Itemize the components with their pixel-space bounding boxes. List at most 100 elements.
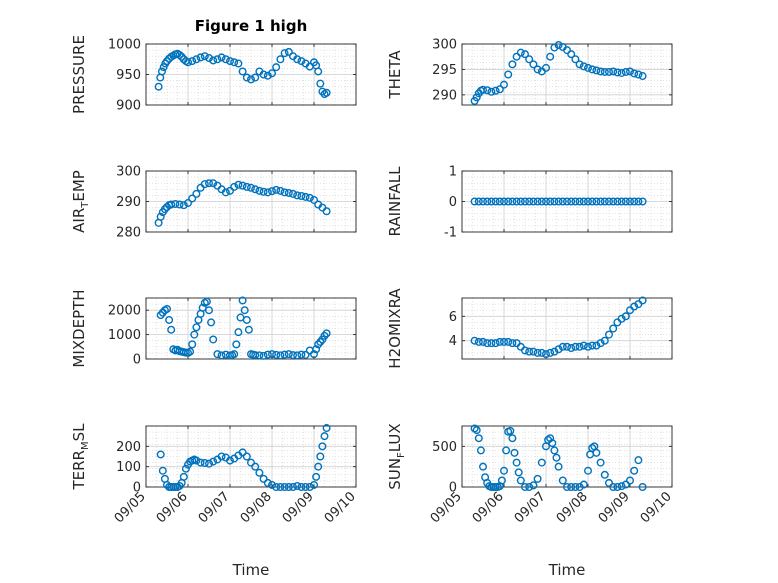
data-point: [217, 351, 226, 360]
data-point: [183, 58, 192, 67]
data-point: [181, 464, 190, 473]
data-point: [186, 347, 195, 356]
data-point: [579, 197, 588, 206]
y-tick-label: 280: [116, 226, 141, 241]
data-point: [563, 342, 572, 351]
data-point: [554, 462, 563, 471]
data-point: [171, 199, 180, 208]
y-tick-label: -1: [444, 226, 457, 241]
data-point: [521, 197, 530, 206]
data-point: [506, 426, 515, 435]
data-point: [516, 197, 525, 206]
data-point: [584, 63, 593, 72]
y-tick-label: 295: [432, 63, 457, 78]
data-point: [293, 55, 302, 64]
data-point: [634, 197, 643, 206]
data-point: [209, 335, 218, 344]
data-point: [305, 193, 314, 202]
data-point: [529, 347, 538, 356]
data-point: [246, 183, 255, 192]
data-point: [533, 348, 542, 357]
data-point: [600, 470, 609, 479]
data-point: [542, 63, 551, 72]
x-tick-label: 09/06: [154, 489, 191, 526]
data-point: [533, 197, 542, 206]
data-point: [268, 187, 277, 196]
data-point: [280, 483, 289, 492]
data-point: [213, 350, 222, 359]
data-point: [567, 344, 576, 353]
data-point: [500, 466, 509, 475]
x-tick-label: 09/10: [638, 489, 675, 526]
y-tick-label: 1000: [108, 328, 141, 343]
data-point: [558, 197, 567, 206]
data-point: [542, 197, 551, 206]
data-point: [512, 52, 521, 61]
data-point: [202, 297, 211, 306]
data-point: [165, 315, 174, 324]
data-point: [225, 456, 234, 465]
data-point: [263, 350, 272, 359]
data-point: [320, 432, 329, 441]
data-point: [167, 325, 176, 334]
data-point: [600, 336, 609, 345]
x-tick-label: 09/08: [554, 489, 591, 526]
data-point: [289, 351, 298, 360]
data-point: [242, 182, 251, 191]
grid: [145, 297, 357, 360]
series-markers: [156, 296, 331, 360]
axes-box: [145, 297, 357, 360]
data-point: [472, 426, 481, 435]
data-point: [626, 476, 635, 485]
subplot-h2omixra: 4 6 H2OMIXRA: [386, 288, 673, 369]
x-tick-label: 09/05: [112, 489, 149, 526]
data-point: [268, 480, 277, 489]
data-point: [483, 86, 492, 95]
y-axis-label: H2OMIXRA: [386, 288, 404, 369]
data-point: [240, 306, 249, 315]
data-point: [297, 57, 306, 66]
data-point: [188, 194, 197, 203]
data-point: [634, 456, 643, 465]
data-point: [242, 315, 251, 324]
data-point: [521, 483, 530, 492]
data-point: [476, 446, 485, 455]
data-point: [272, 483, 281, 492]
x-tick-label: 09/07: [196, 489, 233, 526]
data-point: [280, 188, 289, 197]
data-point: [571, 197, 580, 206]
y-tick-label: 300: [116, 165, 141, 180]
data-point: [563, 46, 572, 55]
data-point: [251, 462, 260, 471]
data-point: [314, 462, 323, 471]
axes-box: [461, 425, 673, 488]
data-point: [474, 337, 483, 346]
data-point: [491, 339, 500, 348]
data-point: [238, 448, 247, 457]
data-point: [596, 197, 605, 206]
data-point: [529, 197, 538, 206]
data-point: [242, 73, 251, 82]
data-point: [546, 434, 555, 443]
data-point: [479, 462, 488, 471]
data-point: [537, 348, 546, 357]
data-point: [263, 71, 272, 80]
data-point: [626, 197, 635, 206]
data-point: [575, 342, 584, 351]
x-axis-label: Time: [548, 561, 586, 579]
data-point: [230, 182, 239, 191]
data-point: [255, 186, 264, 195]
data-point: [634, 70, 643, 79]
data-point: [500, 337, 509, 346]
y-tick-label: 4: [449, 334, 457, 349]
data-point: [533, 65, 542, 74]
data-point: [621, 197, 630, 206]
data-point: [521, 346, 530, 355]
data-point: [297, 350, 306, 359]
data-point: [225, 57, 234, 66]
data-point: [571, 342, 580, 351]
data-point: [508, 434, 517, 443]
data-point: [504, 197, 513, 206]
data-point: [246, 75, 255, 84]
data-point: [525, 197, 534, 206]
